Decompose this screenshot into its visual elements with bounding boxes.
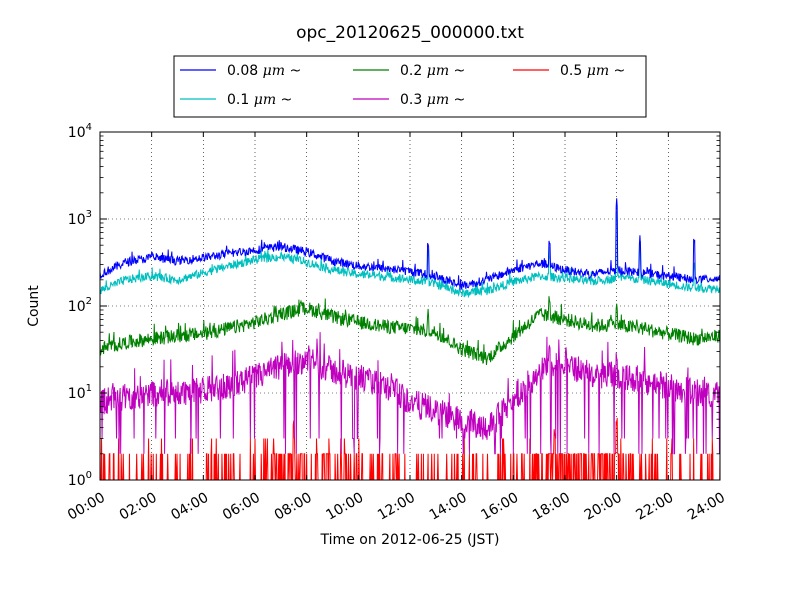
y-tick-label: 101: [68, 383, 92, 402]
x-tick-label: 14:00: [427, 490, 470, 524]
x-tick-label: 10:00: [323, 490, 366, 524]
y-tick-label: 103: [68, 209, 92, 228]
legend-label-value: 0.1: [227, 92, 254, 108]
y-tick-exponent: 2: [86, 296, 92, 307]
legend-label-value: 0.08: [227, 63, 263, 79]
legend-item: 0.3 μm ~: [353, 92, 465, 108]
legend-label-tilde: ~: [285, 63, 301, 79]
series-path: [100, 296, 720, 365]
legend-label: 0.3 μm ~: [400, 92, 465, 108]
series-path: [100, 332, 720, 455]
x-tick-label: 18:00: [530, 490, 573, 524]
x-tick-label: 08:00: [272, 490, 315, 524]
x-tick-label: 12:00: [375, 490, 418, 524]
x-tick-label: 04:00: [168, 490, 211, 524]
series-line: [100, 417, 720, 480]
series-path: [100, 417, 720, 480]
x-tick-label: 00:00: [65, 490, 108, 524]
legend-item: 0.2 μm ~: [353, 63, 465, 79]
legend-item: 0.08 μm ~: [180, 63, 301, 79]
series-layer: [100, 198, 720, 480]
y-tick-base: 10: [68, 212, 86, 228]
y-tick-label: 104: [68, 122, 92, 141]
series-path: [100, 211, 720, 299]
x-tick-label: 24:00: [685, 490, 728, 524]
x-tick-label: 22:00: [633, 490, 676, 524]
legend-label-unit: μm: [263, 63, 285, 79]
legend-item: 0.5 μm ~: [513, 63, 625, 79]
y-tick-base: 10: [68, 473, 86, 489]
legend-label-tilde: ~: [449, 63, 465, 79]
y-tick-exponent: 1: [86, 383, 92, 394]
legend-label: 0.5 μm ~: [560, 63, 625, 79]
y-tick-base: 10: [68, 386, 86, 402]
legend-label: 0.2 μm ~: [400, 63, 465, 79]
legend-label-value: 0.3: [400, 92, 427, 108]
y-axis-label: Count: [26, 285, 42, 327]
y-tick-label: 102: [68, 296, 92, 315]
y-tick-exponent: 3: [86, 209, 92, 220]
legend: 0.08 μm ~0.1 μm ~0.2 μm ~0.3 μm ~0.5 μm …: [173, 55, 647, 118]
series-line: [100, 211, 720, 299]
y-tick-exponent: 0: [86, 470, 92, 481]
legend-label-unit: μm: [427, 92, 449, 108]
series-line: [100, 296, 720, 365]
y-tick-base: 10: [68, 125, 86, 141]
legend-label-tilde: ~: [276, 92, 292, 108]
chart-title: opc_20120625_000000.txt: [296, 23, 524, 43]
legend-label-tilde: ~: [449, 92, 465, 108]
y-tick-label: 100: [68, 470, 92, 489]
legend-label-unit: μm: [587, 63, 609, 79]
legend-label: 0.08 μm ~: [227, 63, 301, 79]
y-tick-base: 10: [68, 299, 86, 315]
series-line: [100, 332, 720, 455]
x-tick-label: 06:00: [220, 490, 263, 524]
x-axis-label: Time on 2012-06-25 (JST): [320, 532, 500, 548]
series-line: [100, 198, 720, 290]
legend-item: 0.1 μm ~: [180, 92, 292, 108]
legend-label-value: 0.5: [560, 63, 587, 79]
x-tick-label: 02:00: [117, 490, 160, 524]
legend-label-tilde: ~: [609, 63, 625, 79]
legend-label: 0.1 μm ~: [227, 92, 292, 108]
legend-label-value: 0.2: [400, 63, 427, 79]
x-tick-label: 16:00: [478, 490, 521, 524]
series-path: [100, 198, 720, 290]
legend-label-unit: μm: [254, 92, 276, 108]
legend-frame: [173, 55, 647, 118]
x-tick-label: 20:00: [582, 490, 625, 524]
y-tick-exponent: 4: [86, 122, 92, 133]
legend-label-unit: μm: [427, 63, 449, 79]
